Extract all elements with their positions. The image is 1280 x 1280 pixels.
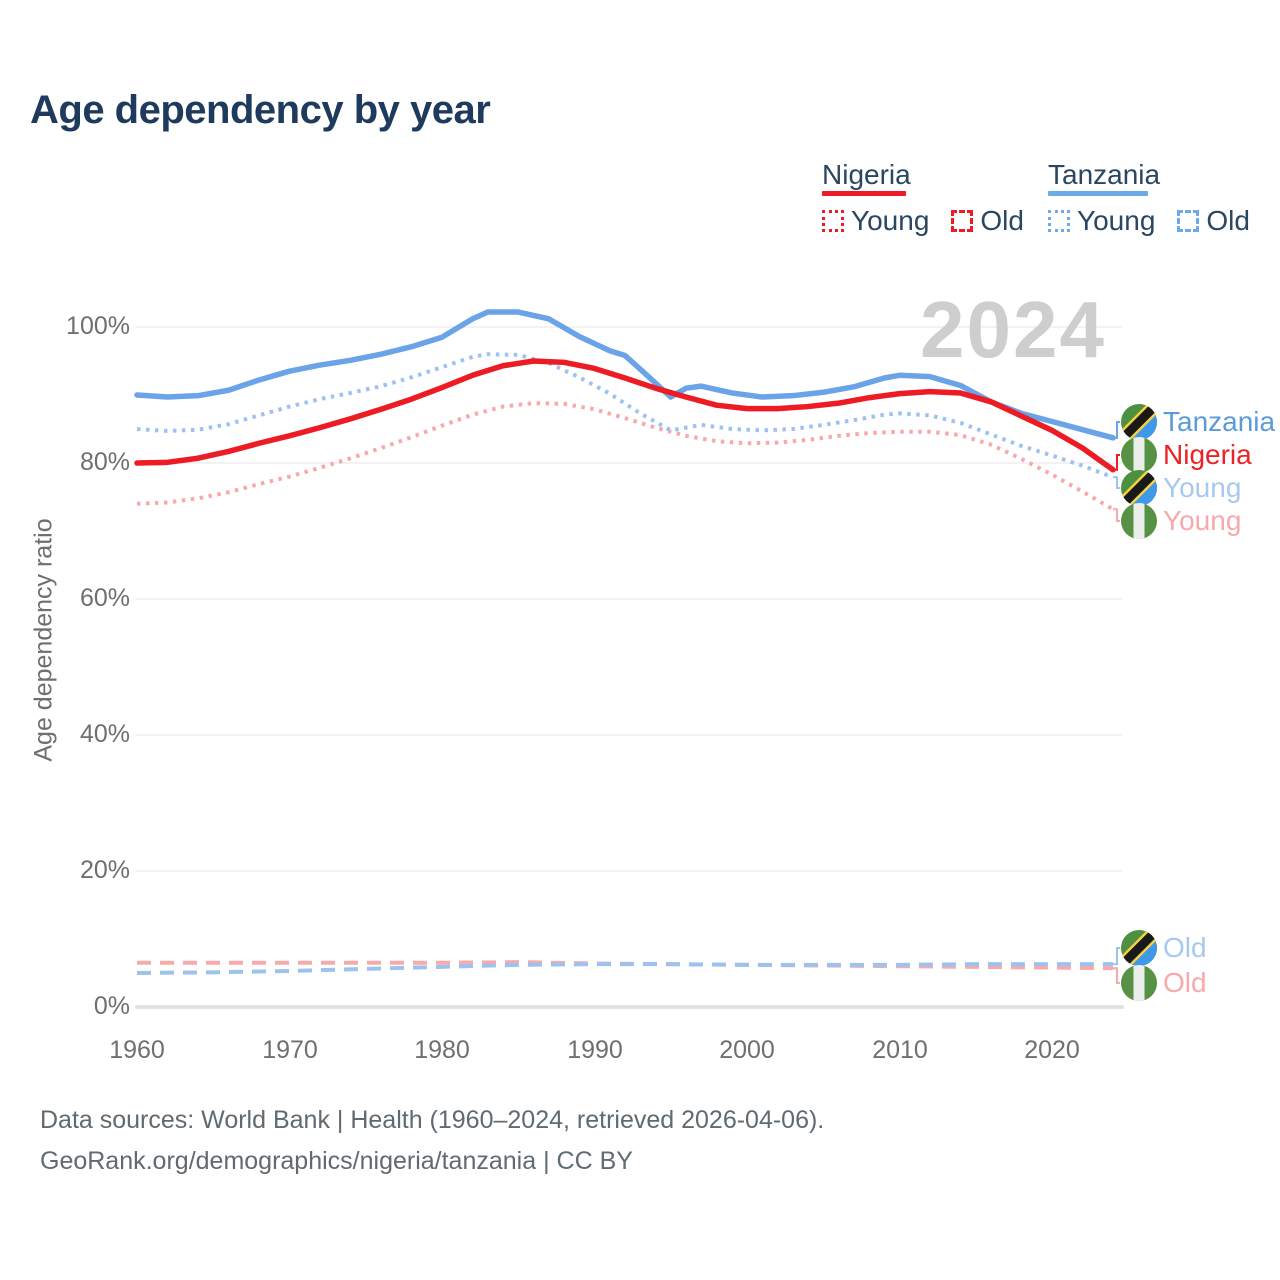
end-label-text: Nigeria <box>1163 439 1252 470</box>
footer: Data sources: World Bank | Health (1960–… <box>40 1100 824 1182</box>
nigeria-old-swatch-icon[interactable] <box>951 210 974 232</box>
x-tick-2000: 2000 <box>719 1036 775 1064</box>
watermark-year: 2024 <box>920 285 1106 374</box>
end-label-tanzania-old: Old <box>1121 930 1207 966</box>
end-label-tanzania-total: Tanzania <box>1121 404 1275 440</box>
legend-group-tanzania: Tanzania Young Old <box>1048 160 1250 237</box>
legend-tanzania-underline <box>1048 191 1148 196</box>
nigeria-young-swatch-icon[interactable] <box>822 210 844 232</box>
end-label-text: Old <box>1163 967 1207 998</box>
y-tick-0: 0% <box>93 992 130 1020</box>
legend-group-nigeria: Nigeria Young Old <box>822 160 1024 237</box>
tanzania-young-swatch-icon[interactable] <box>1048 210 1070 232</box>
legend-tanzania-items: Young Old <box>1048 205 1250 237</box>
nigeria-flag-icon <box>1121 503 1157 539</box>
x-tick-1970: 1970 <box>262 1036 318 1064</box>
y-tick-80: 80% <box>79 448 130 476</box>
legend-tanzania-name[interactable]: Tanzania <box>1048 159 1161 190</box>
attribution-line: GeoRank.org/demographics/nigeria/tanzani… <box>40 1147 633 1175</box>
data-sources-line: Data sources: World Bank | Health (1960–… <box>40 1106 825 1134</box>
tanzania-flag-icon <box>1121 930 1157 966</box>
y-tick-100: 100% <box>66 312 130 340</box>
x-tick-1990: 1990 <box>567 1036 623 1064</box>
y-tick-20: 20% <box>79 856 130 884</box>
tanzania-flag-icon <box>1121 470 1157 506</box>
legend-tanzania-old-label[interactable]: Old <box>1206 205 1250 236</box>
tanzania-flag-icon <box>1121 404 1157 440</box>
end-label-tanzania-young: Young <box>1121 470 1241 506</box>
nigeria-flag-icon <box>1121 965 1157 1001</box>
x-tick-2020: 2020 <box>1024 1036 1080 1064</box>
y-tick-40: 40% <box>79 720 130 748</box>
end-label-text: Young <box>1163 505 1242 536</box>
legend-nigeria-name[interactable]: Nigeria <box>822 159 911 190</box>
tanzania-old-swatch-icon[interactable] <box>1177 210 1200 232</box>
legend-nigeria-old-label[interactable]: Old <box>980 205 1024 236</box>
legend-tanzania-young-label[interactable]: Young <box>1077 205 1156 236</box>
end-label-text: Old <box>1163 932 1207 963</box>
legend-nigeria-items: Young Old <box>822 205 1024 237</box>
legend-nigeria-young-label[interactable]: Young <box>851 205 930 236</box>
x-tick-2010: 2010 <box>872 1036 928 1064</box>
end-label-text: Young <box>1163 472 1242 503</box>
x-tick-1980: 1980 <box>414 1036 470 1064</box>
end-label-text: Tanzania <box>1163 406 1276 437</box>
chart-title: Age dependency by year <box>30 88 491 132</box>
end-label-nigeria-young: Young <box>1121 503 1241 539</box>
x-tick-1960: 1960 <box>109 1036 165 1064</box>
end-label-nigeria-total: Nigeria <box>1121 437 1252 473</box>
nigeria-flag-icon <box>1121 437 1157 473</box>
y-tick-60: 60% <box>79 584 130 612</box>
end-label-nigeria-old: Old <box>1121 965 1207 1001</box>
legend-nigeria-underline <box>822 191 906 196</box>
